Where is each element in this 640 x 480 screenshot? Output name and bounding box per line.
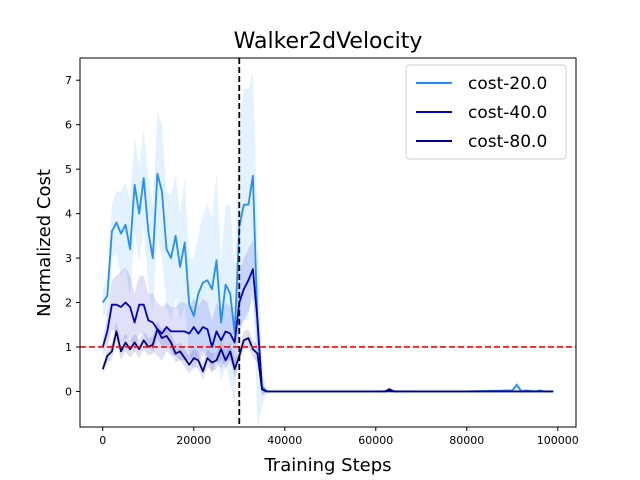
y-tick-label: 3: [65, 252, 72, 265]
series-lines: [101, 172, 554, 393]
y-tick-label: 5: [65, 163, 72, 176]
x-tick-label: 80000: [449, 434, 484, 447]
x-tick-label: 100000: [537, 434, 579, 447]
chart-title: Walker2dVelocity: [234, 29, 423, 54]
band-cost-40-0: [102, 240, 554, 396]
y-tick-label: 7: [65, 74, 72, 87]
x-tick-label: 20000: [176, 434, 211, 447]
x-tick-label: 60000: [358, 434, 393, 447]
legend-label-cost-80: cost-80.0: [468, 132, 547, 152]
reference-lines: [80, 58, 576, 427]
x-tick-label: 0: [99, 434, 106, 447]
legend-label-cost-40: cost-40.0: [468, 103, 547, 123]
y-tick-label: 4: [65, 208, 72, 221]
x-axis-label: Training Steps: [263, 455, 391, 476]
y-tick-label: 1: [65, 341, 72, 354]
band-cost-80-0: [102, 320, 554, 394]
x-axis-ticks: 0 20000 40000 60000 80000 100000: [99, 427, 579, 447]
legend: cost-20.0 cost-40.0 cost-80.0: [405, 64, 567, 160]
legend-label-cost-20: cost-20.0: [468, 74, 547, 94]
plot-frame: [79, 57, 577, 428]
y-axis-ticks: 0 1 2 3 4 5 6 7: [65, 74, 80, 398]
legend-frame: [405, 64, 567, 160]
y-tick-label: 6: [65, 119, 72, 132]
x-tick-label: 40000: [267, 434, 302, 447]
y-tick-label: 0: [65, 385, 72, 398]
y-axis-label: Normalized Cost: [34, 169, 55, 317]
y-tick-label: 2: [65, 297, 72, 310]
line-cost-80-0: [101, 328, 554, 393]
